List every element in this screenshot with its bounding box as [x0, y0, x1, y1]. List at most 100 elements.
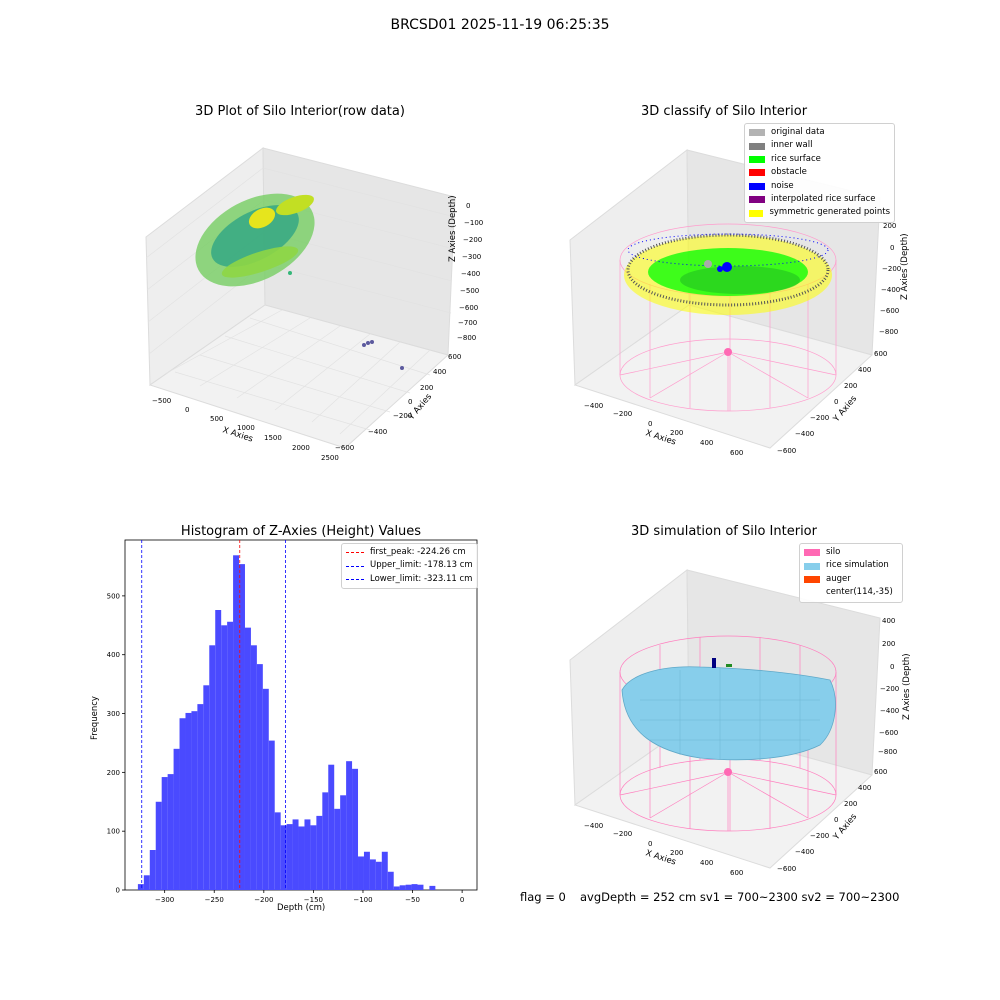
figure-title: BRCSD01 2025-11-19 06:25:35	[390, 17, 610, 33]
histogram-title: Histogram of Z-Axies (Height) Values	[180, 524, 422, 539]
histogram-ytick-label: 100	[107, 828, 120, 836]
histogram-bar	[369, 859, 376, 890]
stats-text: avgDepth = 252 cm sv1 = 700~2300 sv2 = 7…	[580, 890, 900, 904]
raw-plot-title: 3D Plot of Silo Interior(row data)	[195, 104, 405, 119]
legend-item-obstacle: obstacle	[749, 166, 890, 179]
simulation-ztick-4: −400	[880, 707, 900, 715]
raw-ytick-2: −200	[393, 412, 413, 420]
legend-swatch	[804, 562, 820, 570]
classify-ztick-0: 200	[883, 222, 897, 230]
histogram-bar	[250, 645, 257, 890]
histogram-bar	[411, 884, 418, 890]
histogram-bar	[292, 819, 299, 890]
flag-text: flag = 0	[520, 890, 566, 904]
histogram-bar	[417, 884, 424, 890]
simulation-ytick-1: −400	[795, 848, 815, 856]
simulation-ytick-3: 0	[834, 816, 839, 824]
histogram-bar	[334, 808, 341, 890]
classify-ztick-2: −200	[882, 265, 902, 273]
histogram-xlabel: Depth (cm)	[277, 903, 326, 913]
classify-ytick-0: −600	[777, 447, 797, 455]
raw-ytick-6: 600	[448, 353, 462, 361]
simulation-legend: silo rice simulation auger center(114,-3…	[799, 543, 903, 603]
simulation-ytick-2: −200	[810, 832, 830, 840]
histogram-ytick-label: 0	[116, 887, 120, 895]
raw-ztick-2: −200	[463, 236, 483, 244]
simulation-xtick-0: −400	[584, 822, 604, 830]
legend-swatch	[749, 209, 764, 217]
simulation-plot-title: 3D simulation of Silo Interior	[631, 524, 817, 539]
histogram-bar	[387, 871, 394, 890]
classify-ztick-5: −800	[879, 328, 899, 336]
histogram-bar	[375, 861, 382, 890]
histogram-xtick-label: 0	[460, 896, 464, 904]
raw-ztick-4: −400	[461, 270, 481, 278]
histogram-bar	[239, 564, 245, 890]
histogram-ytick-label: 500	[107, 592, 120, 600]
legend-item-auger: auger	[804, 573, 898, 586]
legend-item-lower-limit: Lower_limit: -323.11 cm	[346, 573, 473, 586]
histogram-xtick-label: −50	[405, 896, 420, 904]
simulation-ztick-0: 400	[882, 617, 896, 625]
histogram-ytick-label: 300	[107, 710, 120, 718]
histogram-bar	[381, 851, 388, 890]
legend-item-noise: noise	[749, 180, 890, 193]
histogram-xtick-label: −300	[155, 896, 174, 904]
legend-item-rice-surface: rice surface	[749, 153, 890, 166]
histogram-bar	[161, 777, 168, 890]
histogram-bar	[197, 704, 204, 890]
histogram-bar	[227, 621, 234, 890]
raw-xtick-5: 2000	[292, 444, 310, 452]
histogram-bar	[358, 856, 364, 890]
legend-item-center: center(114,-35)	[804, 586, 898, 599]
histogram-bar	[346, 761, 353, 890]
simulation-rice-surface	[621, 658, 836, 776]
histogram-xticks: −300 −250 −200 −150 −100 −50 0	[155, 890, 464, 904]
legend-item-interpolated: interpolated rice surface	[749, 193, 890, 206]
histogram-bar	[167, 774, 174, 890]
histogram-bar	[405, 884, 412, 890]
legend-swatch	[749, 129, 765, 137]
simulation-xtick-4: 400	[700, 859, 714, 867]
raw-xtick-3: 1000	[237, 424, 255, 432]
histogram-xtick-label: −200	[254, 896, 273, 904]
histogram-bar	[328, 764, 335, 890]
histogram-bar	[179, 718, 186, 890]
histogram-bar	[304, 819, 311, 890]
histogram-bar	[185, 712, 192, 890]
legend-swatch	[804, 576, 820, 584]
histogram-ytick-label: 200	[107, 769, 120, 777]
histogram-bar	[215, 610, 222, 890]
simulation-xtick-1: −200	[613, 830, 633, 838]
histogram-bar	[298, 826, 305, 890]
histogram-bar	[286, 824, 293, 890]
raw-xtick-2: 500	[210, 415, 224, 423]
raw-ytick-3: 0	[408, 398, 413, 406]
simulation-ytick-5: 400	[858, 784, 872, 792]
histogram-bar	[137, 884, 144, 890]
simulation-zlabel: Z Axies (Depth)	[902, 653, 912, 720]
histogram-bar	[143, 875, 150, 890]
legend-item-symmetric: symmetric generated points	[749, 206, 890, 219]
raw-ztick-8: −800	[457, 334, 477, 342]
raw-xtick-0: −500	[152, 397, 172, 405]
legend-line	[346, 552, 364, 554]
classify-ytick-3: 0	[834, 398, 839, 406]
legend-swatch	[804, 549, 820, 557]
histogram-bar	[173, 748, 180, 890]
histogram-bar	[155, 801, 162, 890]
simulation-ztick-5: −600	[879, 729, 899, 737]
histogram-bars	[137, 555, 436, 890]
histogram-bar	[268, 740, 275, 890]
histogram-bar	[256, 664, 263, 890]
classify-xtick-5: 600	[730, 449, 744, 457]
histogram-bar	[149, 850, 156, 890]
histogram-bar	[280, 825, 287, 890]
classify-point-cloud	[624, 233, 832, 356]
raw-ytick-5: 400	[433, 368, 447, 376]
raw-ztick-1: −100	[464, 219, 484, 227]
histogram-yticks: 0 100 200 300 400 500	[107, 592, 125, 895]
legend-swatch	[749, 142, 765, 150]
raw-point-cloud	[195, 193, 404, 370]
